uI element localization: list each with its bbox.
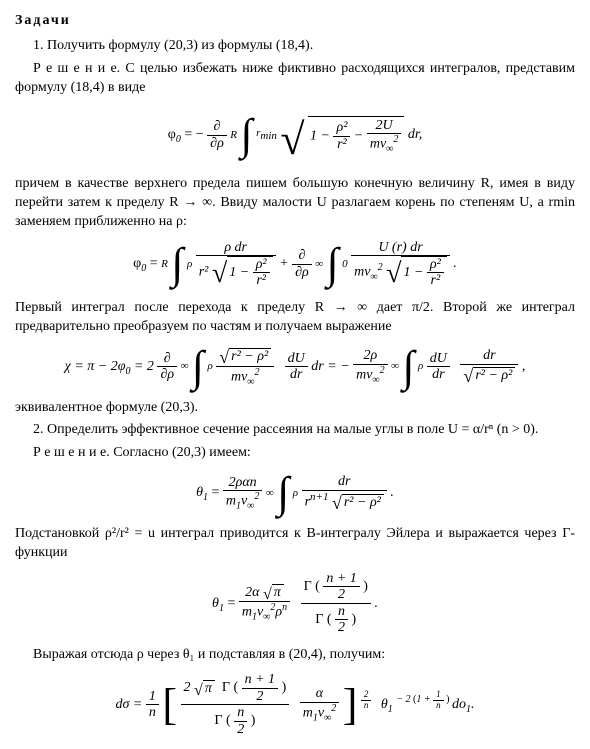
solution-2-lead: Р е ш е н и е. Согласно (20,3) имеем: xyxy=(15,444,575,463)
formula-dsigma: dσ = 1 n [ 2 √π Γ ( n + 12 ) Γ ( n2 ) α xyxy=(15,672,575,737)
equiv-line: эквивалентное формуле (20,3). xyxy=(15,399,575,418)
formula-phi0-expand: φ0 = R ∫ ρ ρ dr r² √ 1 − ρ²r² + ∂ ∂ρ ∞ ∫ xyxy=(15,240,575,289)
final-line: Выражая отсюда ρ через θ₁ и подставляя в… xyxy=(15,646,575,665)
formula-phi0-def: φ0 = − ∂ ∂ρ R ∫ rmin √ 1 − ρ²r² − 2U mv∞… xyxy=(15,106,575,165)
problem-1-statement: 1. Получить формулу (20,3) из формулы (1… xyxy=(15,37,575,56)
section-heading: Задачи xyxy=(15,12,575,31)
problem-2-statement: 2. Определить эффективное сечение рассея… xyxy=(15,421,575,440)
paragraph-R-limit: причем в качестве верхнего предела пишем… xyxy=(15,175,575,232)
formula-theta1-gamma: θ1 = 2α √π m1v∞2ρn Γ ( n + 12 ) Γ ( n2 ) xyxy=(15,571,575,636)
solution-1-lead: Р е ш е н и е. С целью избежать ниже фик… xyxy=(15,60,575,98)
substitution-line: Подстановкой ρ²/r² = u интеграл приводит… xyxy=(15,525,575,563)
formula-chi: χ = π − 2φ0 = 2 ∂ ∂ρ ∞ ∫ ρ √r² − ρ² mv∞2… xyxy=(15,345,575,389)
paragraph-integral-transform: Первый интеграл после перехода к пределу… xyxy=(15,299,575,337)
formula-theta1-int: θ1 = 2ραn m1v∞2 ∞ ∫ ρ dr rn+1 √r² − ρ² . xyxy=(15,471,575,515)
